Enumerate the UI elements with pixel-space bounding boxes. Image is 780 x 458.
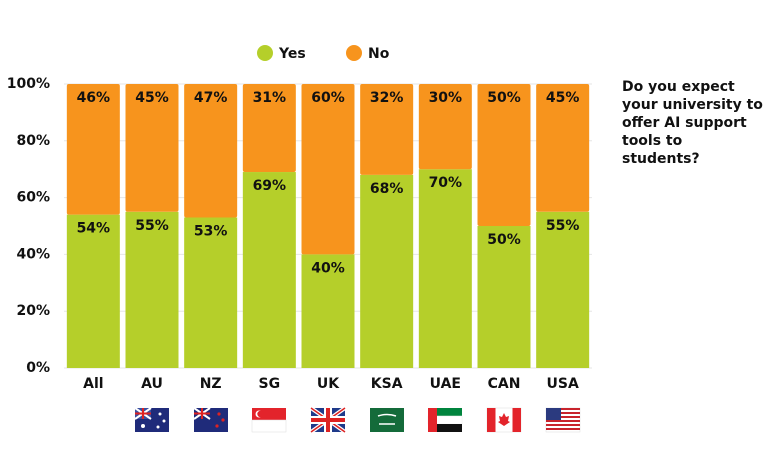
value-label: 31% <box>253 90 287 106</box>
x-tick-label: All <box>83 376 103 392</box>
bar-segment <box>418 84 472 170</box>
bar-segment <box>477 226 531 368</box>
flags <box>134 406 581 434</box>
x-tick-label: NZ <box>200 376 222 392</box>
value-label: 55% <box>546 218 580 234</box>
bar-segment <box>477 84 531 226</box>
bar-segment <box>66 214 120 368</box>
legend-marker <box>257 45 273 61</box>
flag-uae <box>427 408 463 432</box>
y-tick-label: 60% <box>16 190 50 206</box>
flag-can <box>486 407 522 433</box>
x-tick-label: UAE <box>430 376 461 392</box>
bar-segment <box>418 169 472 368</box>
y-tick-label: 20% <box>16 303 50 319</box>
value-label: 68% <box>370 181 404 197</box>
value-label: 40% <box>311 260 345 276</box>
legend-label: Yes <box>278 46 306 62</box>
value-label: 45% <box>135 90 169 106</box>
value-label: 53% <box>194 223 228 239</box>
value-label: 55% <box>135 218 169 234</box>
flag-sg <box>251 408 287 433</box>
x-tick-label: KSA <box>371 376 403 392</box>
bar-segment <box>184 217 238 368</box>
bar-segment <box>536 84 590 212</box>
bar-segment <box>301 84 355 255</box>
bar-segment <box>242 172 296 368</box>
flag-nz <box>193 407 228 432</box>
value-label: 50% <box>487 232 521 248</box>
bar-segment <box>360 84 414 175</box>
value-label: 30% <box>429 90 463 106</box>
bar-segment <box>184 84 238 218</box>
x-tick-label: SG <box>259 376 281 392</box>
legend-marker <box>346 45 362 61</box>
value-label: 70% <box>429 175 463 191</box>
value-label: 50% <box>487 90 521 106</box>
value-label: 32% <box>370 90 404 106</box>
value-label: 46% <box>77 90 111 106</box>
flag-au <box>134 407 169 432</box>
x-tick-label: CAN <box>488 376 521 392</box>
value-label: 60% <box>311 90 345 106</box>
bar-segment <box>301 254 355 368</box>
value-label: 69% <box>253 178 287 194</box>
x-tick-label: AU <box>141 376 163 392</box>
question-title: Do you expect your university to offer A… <box>622 79 763 167</box>
value-label: 47% <box>194 90 228 106</box>
bar-segment <box>242 84 296 173</box>
y-tick-label: 100% <box>7 76 50 92</box>
legend-label: No <box>368 46 390 62</box>
bar-segment <box>125 84 179 212</box>
x-tick-label: UK <box>317 376 340 392</box>
value-label: 54% <box>77 221 111 237</box>
y-tick-label: 80% <box>16 133 50 149</box>
bar-segment <box>66 84 120 215</box>
bar-segment <box>360 174 414 368</box>
flag-uk <box>309 406 347 434</box>
flag-ksa <box>370 408 404 432</box>
bar-segment <box>536 211 590 368</box>
y-tick-label: 0% <box>26 360 50 376</box>
value-label: 45% <box>546 90 580 106</box>
flag-usa <box>545 407 581 433</box>
bar-segment <box>125 211 179 368</box>
y-tick-label: 40% <box>16 246 50 262</box>
x-tick-label: USA <box>547 376 579 392</box>
